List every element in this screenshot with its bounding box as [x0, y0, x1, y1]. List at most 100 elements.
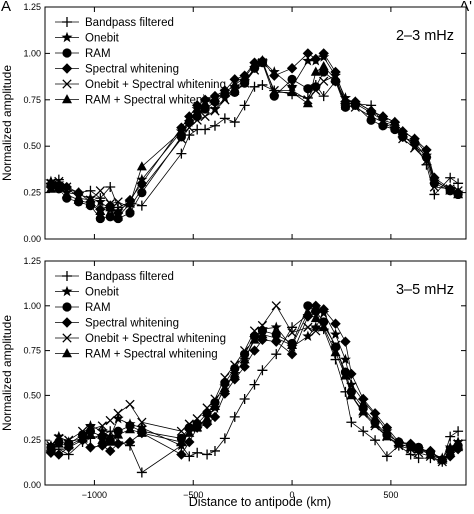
- data-point: [381, 451, 392, 462]
- data-point: [366, 105, 377, 115]
- legend-marker: [61, 285, 73, 297]
- data-point: [429, 182, 440, 192]
- data-point: [429, 189, 440, 200]
- legend-label: Onebit + Spectral whitening: [85, 333, 226, 345]
- data-point: [61, 189, 72, 199]
- data-point: [219, 433, 230, 444]
- data-point: [377, 111, 388, 121]
- data-point: [184, 451, 195, 462]
- data-point: [219, 113, 230, 124]
- data-point: [270, 321, 282, 332]
- data-point: [310, 321, 322, 332]
- data-point: [105, 202, 116, 212]
- data-point: [257, 365, 268, 376]
- data-point: [112, 438, 124, 449]
- data-point: [112, 412, 124, 424]
- data-point: [249, 59, 260, 69]
- data-point: [219, 382, 230, 393]
- x-axis-label: Distance to antipode (km): [189, 495, 331, 509]
- data-point: [176, 449, 187, 460]
- legend-item: RAM: [55, 48, 111, 60]
- y-tick-label: 0.75: [23, 95, 41, 105]
- data-point: [85, 198, 96, 208]
- legend-label: Onebit: [85, 287, 120, 299]
- legend-item: RAM: [55, 302, 111, 314]
- series-ram-spectral-whitening: [45, 55, 464, 221]
- data-point: [453, 441, 464, 452]
- data-point: [393, 438, 404, 448]
- legend-marker: [62, 79, 72, 89]
- x-tick-label: 0: [290, 490, 295, 500]
- data-point: [209, 103, 221, 114]
- data-point: [176, 125, 187, 136]
- data-point: [85, 442, 96, 453]
- data-point: [302, 307, 313, 317]
- data-point: [136, 200, 147, 211]
- data-point: [287, 328, 297, 338]
- data-point: [53, 430, 65, 442]
- data-point: [249, 81, 260, 92]
- data-point: [249, 326, 260, 336]
- y-tick-label: 0.50: [23, 390, 41, 400]
- legend-label: RAM + Spectral whitening: [85, 349, 218, 361]
- data-point: [405, 441, 416, 452]
- data-point: [330, 73, 341, 84]
- data-point: [302, 98, 313, 108]
- data-point: [445, 447, 456, 457]
- data-point: [287, 74, 297, 84]
- legend-item: Spectral whitening: [55, 317, 179, 330]
- data-point: [124, 436, 136, 448]
- legend-item: Onebit: [55, 285, 120, 299]
- data-point: [302, 48, 314, 59]
- data-point: [229, 411, 240, 422]
- data-point: [453, 426, 464, 437]
- data-point: [409, 133, 420, 143]
- data-point: [136, 427, 147, 437]
- data-point: [413, 453, 424, 464]
- data-point: [105, 182, 116, 193]
- data-point: [97, 421, 107, 431]
- panel-3-5-mhz: 0.00 0.25 0.50 0.75 1.00 1.25 −1000 −500 0 500 Nor…: [0, 256, 467, 500]
- data-point: [125, 208, 135, 218]
- data-point: [124, 424, 135, 434]
- data-point: [286, 348, 298, 360]
- data-point: [184, 427, 195, 437]
- data-point: [369, 408, 381, 419]
- data-point: [209, 411, 221, 423]
- data-point: [229, 79, 240, 89]
- data-point: [257, 55, 268, 65]
- y-tick-label: 1.00: [23, 301, 41, 311]
- legend-marker: [62, 348, 72, 358]
- data-point: [405, 449, 416, 460]
- data-point: [286, 81, 298, 92]
- data-point: [445, 172, 456, 183]
- data-point: [209, 92, 220, 102]
- legend-label: Onebit + Spectral whitening: [85, 79, 226, 91]
- data-point: [330, 346, 341, 357]
- data-point: [339, 353, 351, 365]
- data-point: [192, 447, 203, 458]
- legend-item: RAM + Spectral whitening: [55, 348, 218, 361]
- data-point: [271, 301, 281, 311]
- data-point: [77, 433, 88, 443]
- data-point: [318, 48, 329, 59]
- legend-item: Onebit + Spectral whitening: [55, 79, 226, 91]
- data-point: [239, 100, 250, 111]
- data-point: [389, 116, 400, 126]
- data-point: [318, 60, 329, 71]
- data-point: [239, 393, 250, 404]
- y-tick-label: 0.25: [23, 188, 41, 198]
- data-point: [113, 429, 124, 439]
- data-point: [53, 179, 64, 189]
- data-point: [330, 328, 342, 340]
- data-point: [184, 114, 195, 125]
- data-point: [95, 205, 106, 215]
- data-point: [202, 413, 213, 423]
- data-point: [105, 436, 116, 446]
- data-point: [219, 86, 230, 97]
- data-point: [287, 86, 298, 97]
- legend-label: Bandpass filtered: [85, 17, 174, 29]
- data-point: [63, 440, 74, 450]
- data-point: [230, 87, 240, 97]
- data-point: [271, 332, 282, 342]
